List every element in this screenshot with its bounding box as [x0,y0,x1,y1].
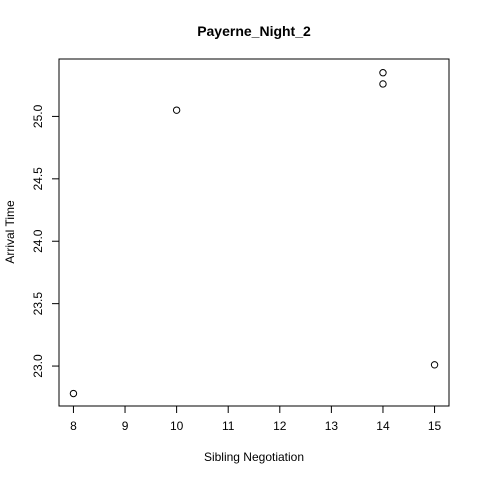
x-axis-label: Sibling Negotiation [204,450,304,464]
plot-frame [58,58,450,407]
x-tick-label: 13 [325,419,339,433]
y-axis-label: Arrival Time [3,200,17,264]
data-points [69,69,439,398]
x-tick-label: 14 [376,419,390,433]
data-point [379,80,387,88]
x-tick-label: 8 [70,419,77,433]
x-tick-label: 10 [170,419,184,433]
y-tick-label: 24.5 [31,167,45,191]
y-axis: 23.0 23.5 24.0 24.5 25.0 [31,104,60,378]
y-tick-label: 23.0 [31,354,45,378]
data-point [69,389,78,398]
x-tick-label: 15 [428,419,442,433]
data-point [430,361,439,369]
y-tick-label: 24.0 [31,229,45,253]
x-tick-label: 12 [273,419,287,433]
x-axis: 8 9 10 11 12 13 14 15 [70,405,442,433]
data-point [379,69,387,77]
data-point [172,106,181,114]
chart-title: Payerne_Night_2 [197,23,311,39]
y-tick-label: 23.5 [31,292,45,316]
x-tick-label: 9 [122,419,129,433]
y-tick-label: 25.0 [31,104,45,128]
x-tick-label: 11 [222,419,235,433]
